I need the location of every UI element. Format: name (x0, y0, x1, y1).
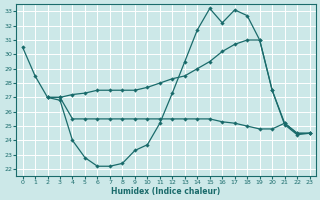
X-axis label: Humidex (Indice chaleur): Humidex (Indice chaleur) (111, 187, 221, 196)
